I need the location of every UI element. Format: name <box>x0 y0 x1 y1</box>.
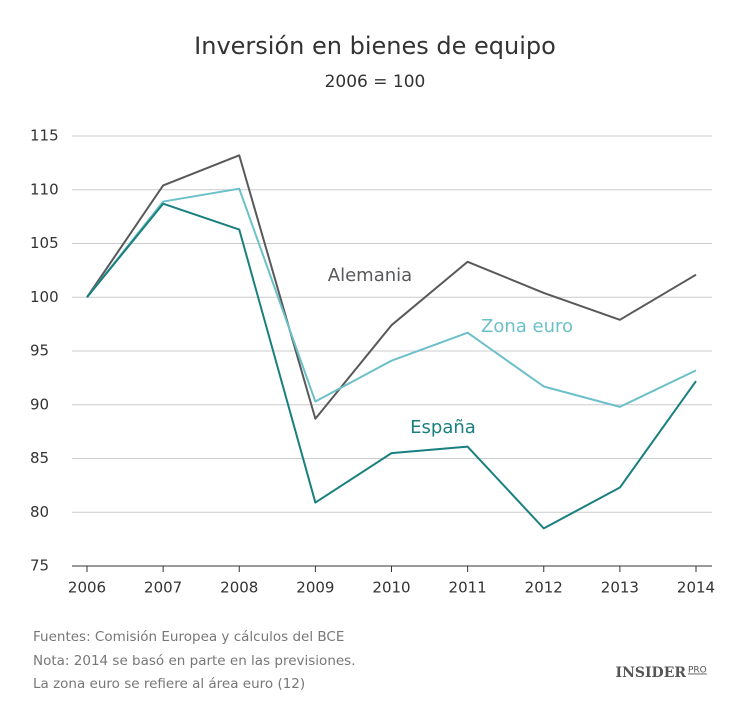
y-tick-label: 80 <box>30 503 49 521</box>
series-label: España <box>410 417 476 438</box>
y-tick-label: 100 <box>30 288 59 306</box>
note: Nota: 2014 se basó en parte en las previ… <box>33 653 356 669</box>
series-label: Zona euro <box>481 316 573 337</box>
x-tick-label: 2009 <box>296 579 334 597</box>
y-tick-label: 75 <box>30 557 49 575</box>
x-tick-label: 2007 <box>144 579 182 597</box>
y-tick-label: 85 <box>30 449 49 467</box>
x-tick-label: 2008 <box>220 579 258 597</box>
series-line <box>86 202 697 530</box>
x-tick-label: 2013 <box>601 579 639 597</box>
series-label: Alemania <box>328 265 412 286</box>
y-tick-label: 110 <box>30 180 59 198</box>
x-tick-label: 2010 <box>372 579 410 597</box>
x-tick-label: 2011 <box>449 579 487 597</box>
y-tick-label: 95 <box>30 342 49 360</box>
logo: INSIDER <box>616 665 687 681</box>
y-tick-label: 90 <box>30 395 49 413</box>
x-tick-label: 2014 <box>677 579 715 597</box>
x-tick-label: 2012 <box>525 579 563 597</box>
series-line <box>86 154 697 420</box>
series-line <box>86 187 697 408</box>
y-tick-label: 115 <box>30 127 59 145</box>
chart-title: Inversión en bienes de equipo <box>194 32 556 60</box>
note: Fuentes: Comisión Europea y cálculos del… <box>33 629 344 645</box>
y-tick-label: 105 <box>30 234 59 252</box>
note: La zona euro se refiere al área euro (12… <box>33 676 305 692</box>
logo-suffix: PRO <box>688 666 707 676</box>
chart-subtitle: 2006 = 100 <box>325 72 426 92</box>
x-tick-label: 2006 <box>68 579 106 597</box>
